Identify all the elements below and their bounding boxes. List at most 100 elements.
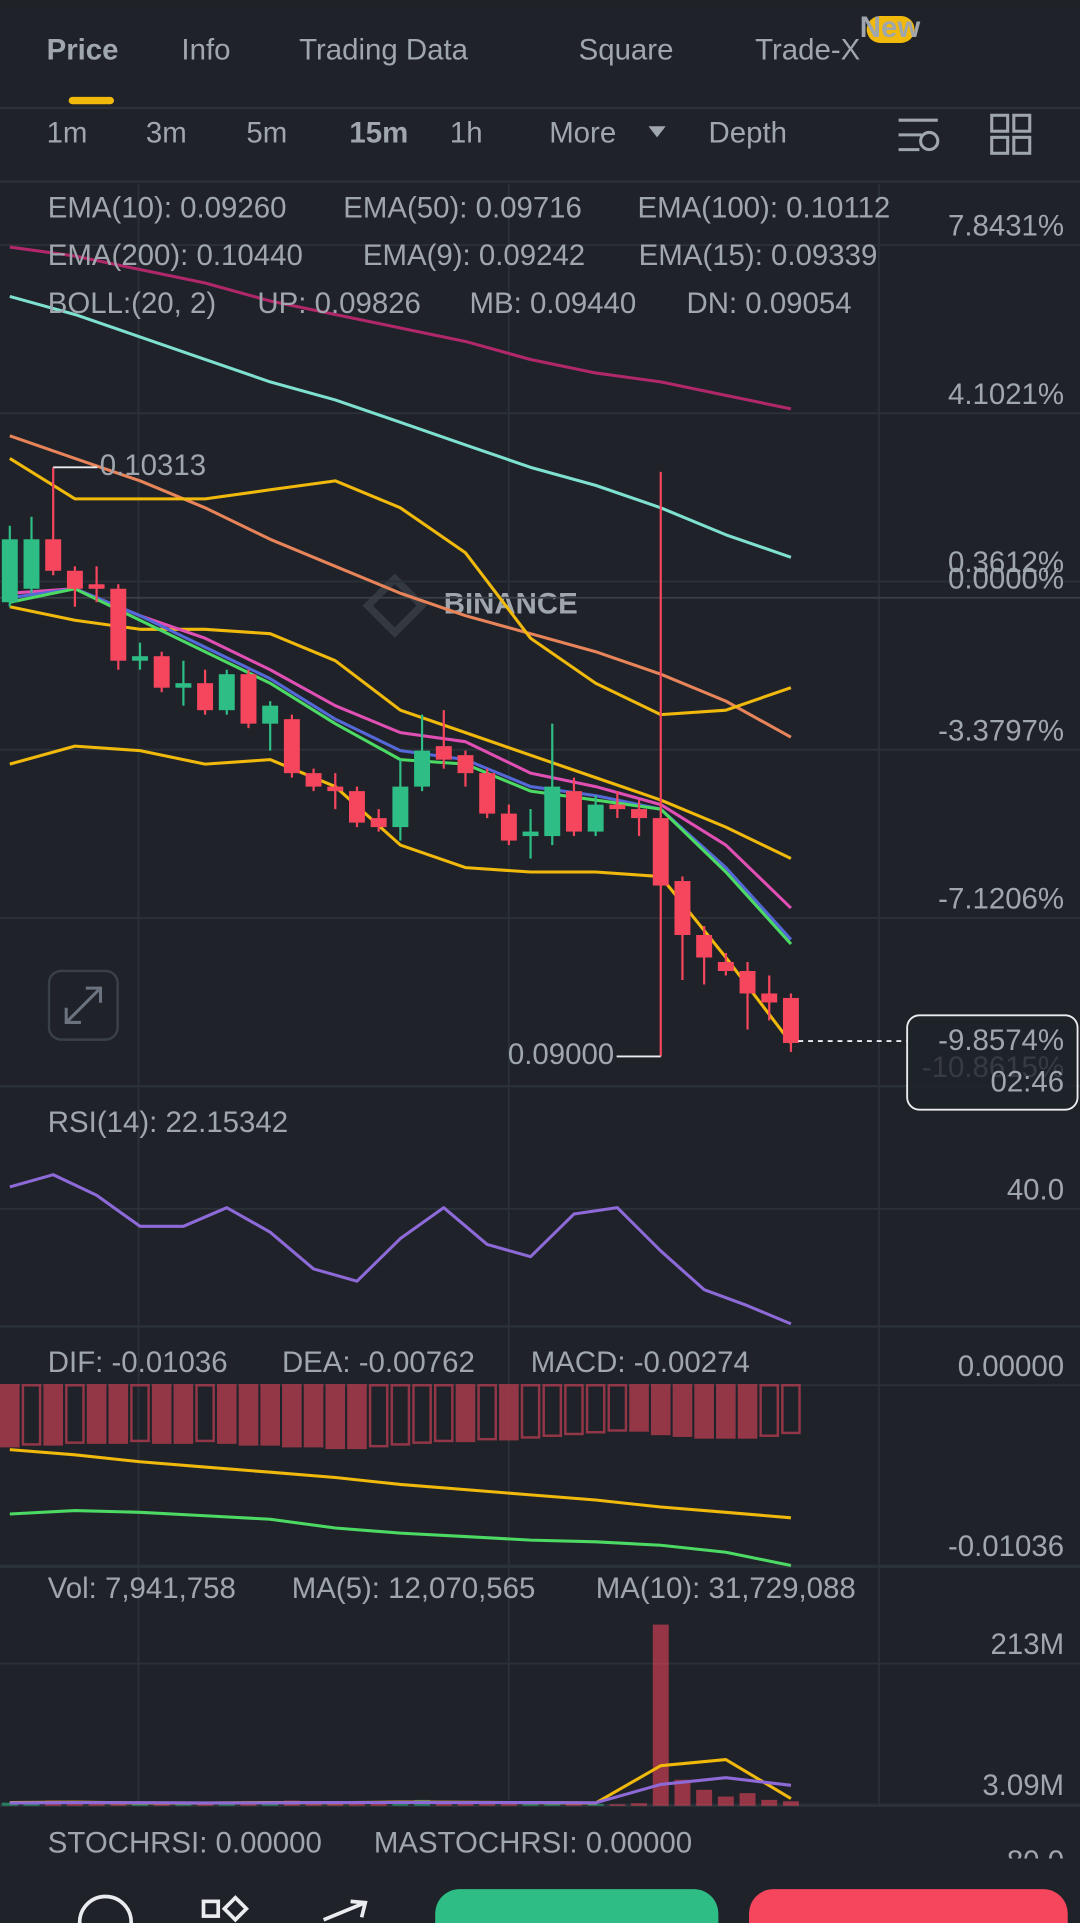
candle-body bbox=[218, 674, 235, 711]
candle-body bbox=[565, 791, 582, 832]
tab[interactable]: Price bbox=[47, 33, 119, 66]
candle-body bbox=[349, 791, 365, 823]
macd-bar bbox=[0, 1384, 20, 1448]
candle-body bbox=[110, 588, 127, 661]
y-tick-label: 0.3612% bbox=[948, 546, 1064, 579]
legend-entry: EMA(200): 0.10440 bbox=[48, 239, 303, 272]
candle-body bbox=[327, 786, 344, 792]
volume-bar bbox=[587, 1803, 604, 1806]
macd-bar bbox=[672, 1384, 693, 1437]
macd-bar bbox=[216, 1384, 237, 1444]
candle-body bbox=[370, 818, 387, 828]
y-tick-label: 3.09M bbox=[982, 1769, 1064, 1802]
macd-bar bbox=[759, 1384, 780, 1437]
volume-bar bbox=[435, 1802, 452, 1806]
candle-body bbox=[414, 750, 431, 787]
indicator-line bbox=[9, 1776, 792, 1805]
legend-entry: UP: 0.09826 bbox=[257, 287, 421, 320]
candle-body bbox=[696, 935, 713, 958]
interval[interactable]: 5m bbox=[246, 117, 287, 150]
more-icon[interactable] bbox=[77, 1894, 134, 1923]
dropdown-arrow bbox=[648, 126, 666, 138]
y-tick-label: 0.00000 bbox=[958, 1350, 1064, 1383]
macd-bar bbox=[585, 1384, 606, 1434]
buy-button[interactable] bbox=[435, 1889, 719, 1923]
volume-bar bbox=[88, 1803, 105, 1806]
candle-body bbox=[132, 656, 148, 661]
macd-bar bbox=[282, 1384, 302, 1448]
interval[interactable]: 3m bbox=[146, 117, 187, 150]
expand-button[interactable] bbox=[47, 969, 119, 1041]
macd-bar bbox=[433, 1384, 454, 1443]
tab[interactable]: Trading Data bbox=[299, 33, 469, 66]
badge: New bbox=[860, 11, 921, 44]
macd-bar bbox=[43, 1384, 64, 1446]
macd-bar bbox=[781, 1384, 801, 1435]
interval[interactable]: 1h bbox=[450, 117, 483, 150]
chart-settings-icon[interactable] bbox=[898, 118, 940, 152]
macd-bar bbox=[151, 1384, 172, 1444]
candle-body bbox=[392, 786, 409, 828]
macd-bar bbox=[716, 1384, 736, 1439]
macd-bar bbox=[629, 1384, 649, 1432]
y-tick-label: 80.0 bbox=[1007, 1845, 1064, 1878]
indicator-line bbox=[9, 1173, 792, 1326]
macd-bar bbox=[303, 1384, 324, 1448]
legend-entry: DEA: -0.00762 bbox=[282, 1346, 475, 1379]
candle-body bbox=[479, 773, 496, 814]
macd-bar bbox=[564, 1384, 584, 1436]
volume-bar bbox=[782, 1801, 799, 1806]
interval[interactable]: Depth bbox=[709, 117, 787, 150]
volume-bar bbox=[500, 1802, 517, 1806]
candle-body bbox=[435, 746, 452, 760]
macd-bar bbox=[455, 1384, 476, 1443]
countdown: 02:46 bbox=[990, 1066, 1064, 1099]
volume-bar bbox=[674, 1779, 691, 1806]
candle-body bbox=[631, 809, 648, 819]
volume-bar bbox=[370, 1803, 387, 1806]
candle-body bbox=[674, 881, 691, 936]
candle-body bbox=[522, 831, 539, 837]
candle-body bbox=[45, 539, 62, 571]
legend-entry: MACD: -0.00274 bbox=[531, 1346, 750, 1379]
interval[interactable]: 1m bbox=[47, 117, 88, 150]
volume-bar bbox=[349, 1802, 365, 1806]
volume-bar bbox=[1, 1802, 18, 1806]
macd-bar bbox=[347, 1384, 367, 1450]
bottom-nav bbox=[77, 1889, 1068, 1923]
macd-bar bbox=[737, 1384, 758, 1439]
volume-bar bbox=[761, 1799, 778, 1806]
volume-bar bbox=[305, 1803, 322, 1806]
macd-bar bbox=[325, 1384, 346, 1450]
legend-entry: DIF: -0.01036 bbox=[48, 1346, 228, 1379]
share-icon[interactable] bbox=[322, 1899, 368, 1922]
layout-icon[interactable] bbox=[990, 113, 1032, 155]
tab[interactable]: Info bbox=[181, 33, 230, 66]
macd-bar bbox=[499, 1384, 519, 1441]
sell-button[interactable] bbox=[749, 1889, 1068, 1923]
interval[interactable]: 15m bbox=[349, 117, 408, 150]
legend-entry: EMA(100): 0.10112 bbox=[637, 191, 890, 224]
y-tick-label: 40.0 bbox=[1007, 1173, 1064, 1206]
indicator-line bbox=[9, 1448, 792, 1520]
macd-bar bbox=[108, 1384, 129, 1444]
candle-body bbox=[544, 786, 561, 837]
volume-bar bbox=[522, 1803, 539, 1806]
candle-body bbox=[262, 705, 279, 724]
y-tick-label: 213M bbox=[991, 1628, 1065, 1661]
apps-icon[interactable] bbox=[201, 1895, 250, 1923]
tab[interactable]: Square bbox=[579, 33, 674, 66]
y-tick-label: -3.3797% bbox=[938, 714, 1064, 747]
macd-bar bbox=[542, 1384, 563, 1437]
macd-bar bbox=[130, 1384, 150, 1443]
candle-body bbox=[652, 818, 669, 886]
volume-bar bbox=[457, 1803, 474, 1806]
candle-body bbox=[175, 683, 192, 688]
macd-bar bbox=[65, 1384, 85, 1444]
y-tick-label: -7.1206% bbox=[938, 883, 1064, 916]
tab[interactable]: Trade-X bbox=[755, 33, 860, 66]
interval[interactable]: More bbox=[549, 117, 616, 150]
macd-bar bbox=[260, 1384, 280, 1446]
volume-bar bbox=[652, 1624, 669, 1806]
